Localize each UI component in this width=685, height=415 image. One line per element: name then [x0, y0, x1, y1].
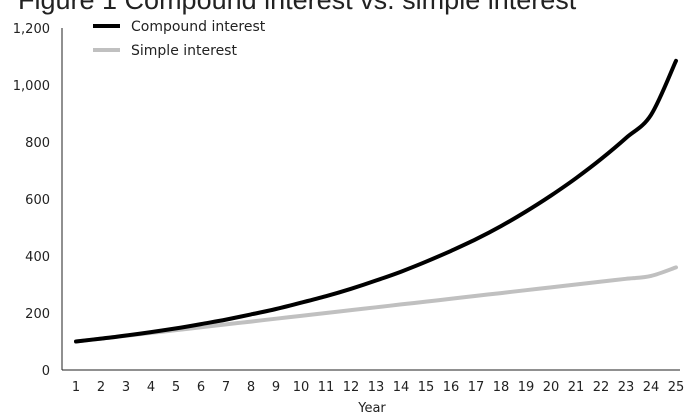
chart-title: Figure 1 Compound interest vs. simple in…	[18, 0, 577, 15]
x-tick-label: 8	[247, 380, 255, 395]
x-tick-label: 17	[468, 380, 485, 395]
x-tick-label: 21	[568, 380, 585, 395]
y-axis-ticks: 0 200 400 600 800 1,000 1,200	[13, 22, 50, 379]
legend-label: Simple interest	[131, 43, 237, 59]
series-lines	[74, 58, 678, 344]
y-tick-label: 800	[25, 136, 50, 151]
x-tick-label: 11	[318, 380, 335, 395]
x-tick-label: 16	[443, 380, 460, 395]
legend-label: Compound interest	[131, 19, 266, 35]
x-tick-label: 12	[343, 380, 360, 395]
x-tick-label: 14	[393, 380, 410, 395]
x-tick-label: 10	[293, 380, 310, 395]
x-tick-label: 20	[543, 380, 560, 395]
x-tick-label: 4	[147, 380, 155, 395]
y-tick-label: 400	[25, 250, 50, 265]
y-tick-label: 1,200	[13, 22, 50, 37]
y-tick-label: 1,000	[13, 79, 50, 94]
y-tick-label: 0	[42, 364, 50, 379]
x-tick-label: 6	[197, 380, 205, 395]
x-tick-label: 25	[668, 380, 685, 395]
x-axis-ticks: 1 2 3 4 5 6 7 8 9 10 11 12 13 14 15 16 17 18 19 20 21 22 23 24 2…	[72, 380, 684, 395]
x-tick-label: 7	[222, 380, 230, 395]
x-tick-label: 22	[593, 380, 610, 395]
x-tick-label: 13	[368, 380, 385, 395]
x-tick-label: 5	[172, 380, 180, 395]
x-tick-label: 18	[493, 380, 510, 395]
x-tick-label: 19	[518, 380, 535, 395]
y-tick-label: 200	[25, 307, 50, 322]
x-tick-label: 9	[272, 380, 280, 395]
legend: Compound interest Simple interest	[93, 19, 266, 59]
series-line-compound-interest	[74, 58, 678, 344]
x-tick-label: 2	[97, 380, 105, 395]
x-tick-label: 15	[418, 380, 435, 395]
x-tick-label: 23	[618, 380, 635, 395]
x-tick-label: 3	[122, 380, 130, 395]
x-tick-label: 1	[72, 380, 80, 395]
x-tick-label: 24	[643, 380, 660, 395]
x-axis-label: Year	[357, 401, 386, 415]
y-tick-label: 600	[25, 193, 50, 208]
